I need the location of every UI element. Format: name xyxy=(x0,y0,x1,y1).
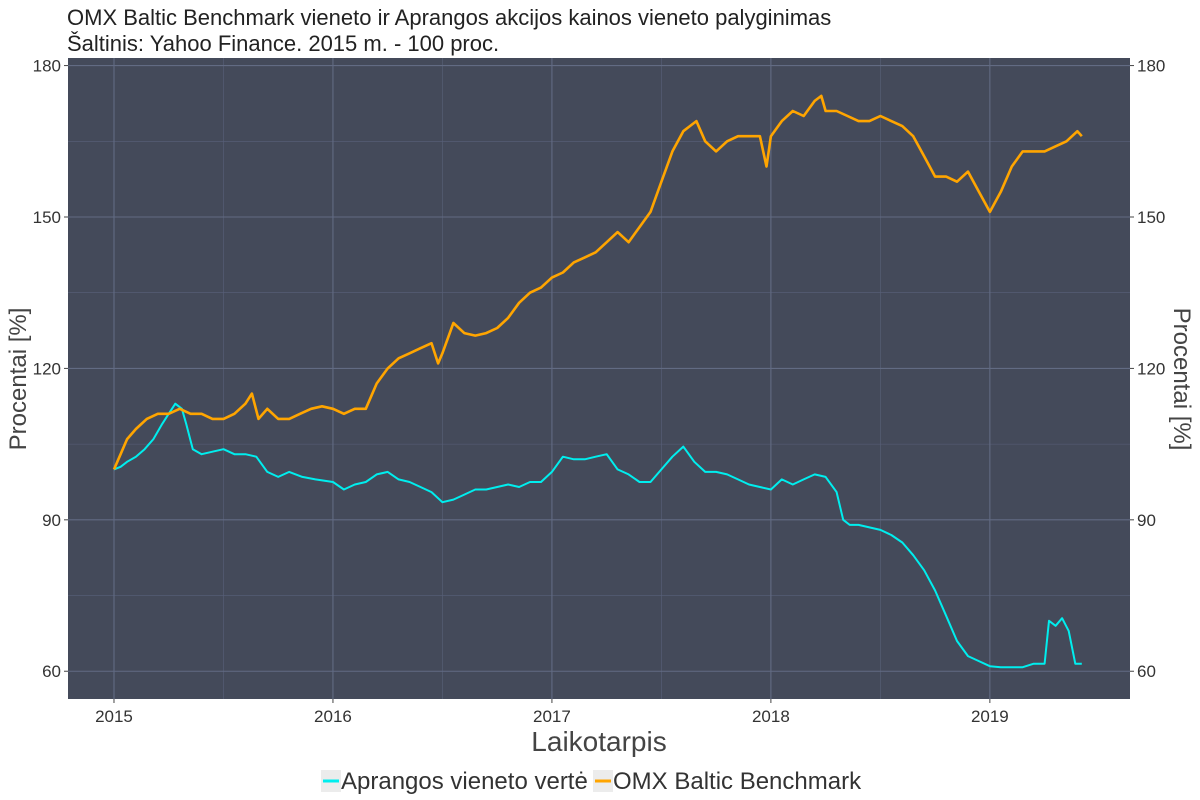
x-tick-label: 2017 xyxy=(533,707,571,726)
y-tick-label-left: 60 xyxy=(42,662,61,681)
chart-subtitle: Šaltinis: Yahoo Finance. 2015 m. - 100 p… xyxy=(67,31,499,56)
grid xyxy=(68,58,1130,699)
x-tick-label: 2015 xyxy=(95,707,133,726)
y-tick-label-right: 90 xyxy=(1137,511,1156,530)
y-tick-label-left: 150 xyxy=(33,208,61,227)
series-line-0 xyxy=(113,402,1082,669)
x-tick-label: 2016 xyxy=(314,707,352,726)
x-tick-label: 2019 xyxy=(971,707,1009,726)
x-axis-label: Laikotarpis xyxy=(531,726,666,757)
y-tick-label-right: 180 xyxy=(1137,57,1165,76)
y-axis-label-right: Procentai [%] xyxy=(1168,308,1195,451)
series-line-1 xyxy=(112,94,1083,470)
y-tick-label-left: 120 xyxy=(33,359,61,378)
y-tick-label-right: 120 xyxy=(1137,359,1165,378)
legend-label-omx: OMX Baltic Benchmark xyxy=(613,768,862,795)
y-tick-label-right: 60 xyxy=(1137,662,1156,681)
y-tick-label-right: 150 xyxy=(1137,208,1165,227)
y-tick-label-left: 180 xyxy=(33,57,61,76)
y-tick-label-left: 90 xyxy=(42,511,61,530)
plot-panel xyxy=(68,58,1130,699)
y-axis-label-left: Procentai [%] xyxy=(5,308,32,451)
series-lines xyxy=(112,94,1083,669)
axis-ticks: 60 60 90 90 120 120 150 150 180 180 2015 2016 2017 20… xyxy=(33,57,1166,726)
legend: Aprangos vieneto vertė OMX Baltic Benchm… xyxy=(321,768,862,795)
legend-label-apranga: Aprangos vieneto vertė xyxy=(341,768,588,795)
chart-title: OMX Baltic Benchmark vieneto ir Aprangos… xyxy=(67,5,831,30)
x-tick-label: 2018 xyxy=(752,707,790,726)
